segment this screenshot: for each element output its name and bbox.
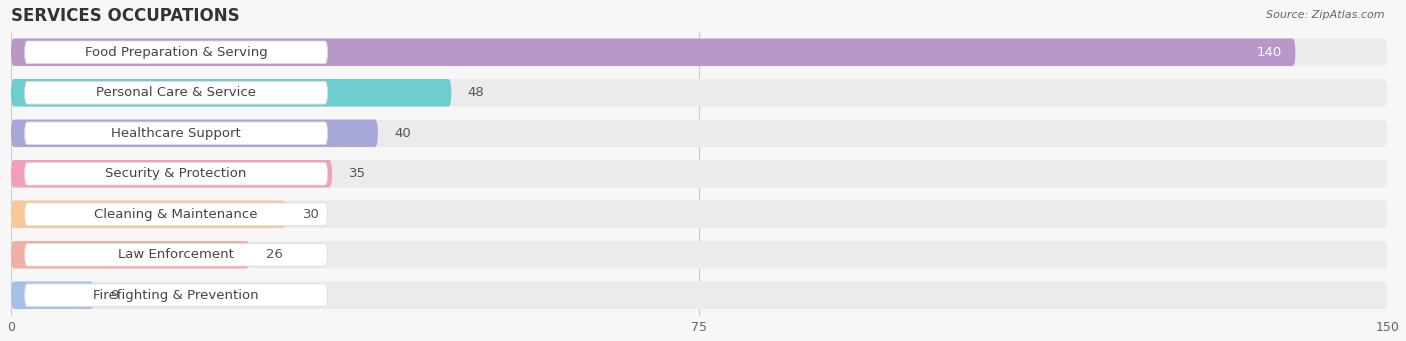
Text: SERVICES OCCUPATIONS: SERVICES OCCUPATIONS xyxy=(11,7,239,25)
FancyBboxPatch shape xyxy=(25,122,328,145)
Text: Food Preparation & Serving: Food Preparation & Serving xyxy=(84,46,267,59)
Text: Healthcare Support: Healthcare Support xyxy=(111,127,240,140)
FancyBboxPatch shape xyxy=(11,39,1388,66)
Text: 26: 26 xyxy=(266,248,283,261)
FancyBboxPatch shape xyxy=(25,81,328,104)
FancyBboxPatch shape xyxy=(11,160,1388,188)
FancyBboxPatch shape xyxy=(11,201,287,228)
FancyBboxPatch shape xyxy=(25,243,328,266)
FancyBboxPatch shape xyxy=(11,160,332,188)
FancyBboxPatch shape xyxy=(25,41,328,63)
Text: Security & Protection: Security & Protection xyxy=(105,167,247,180)
FancyBboxPatch shape xyxy=(11,79,1388,106)
Text: 40: 40 xyxy=(395,127,411,140)
FancyBboxPatch shape xyxy=(25,284,328,307)
Text: 35: 35 xyxy=(349,167,366,180)
Text: Law Enforcement: Law Enforcement xyxy=(118,248,233,261)
Text: Source: ZipAtlas.com: Source: ZipAtlas.com xyxy=(1267,10,1385,20)
Text: Personal Care & Service: Personal Care & Service xyxy=(96,86,256,99)
FancyBboxPatch shape xyxy=(11,201,1388,228)
Text: 48: 48 xyxy=(468,86,485,99)
FancyBboxPatch shape xyxy=(11,79,451,106)
FancyBboxPatch shape xyxy=(25,163,328,185)
Text: 30: 30 xyxy=(302,208,319,221)
FancyBboxPatch shape xyxy=(25,203,328,225)
Text: Firefighting & Prevention: Firefighting & Prevention xyxy=(93,289,259,302)
FancyBboxPatch shape xyxy=(11,241,249,268)
FancyBboxPatch shape xyxy=(11,119,1388,147)
FancyBboxPatch shape xyxy=(11,119,378,147)
Text: 140: 140 xyxy=(1257,46,1282,59)
Text: 9: 9 xyxy=(110,289,118,302)
FancyBboxPatch shape xyxy=(11,39,1295,66)
FancyBboxPatch shape xyxy=(11,281,1388,309)
FancyBboxPatch shape xyxy=(11,241,1388,268)
Text: Cleaning & Maintenance: Cleaning & Maintenance xyxy=(94,208,257,221)
FancyBboxPatch shape xyxy=(11,281,94,309)
